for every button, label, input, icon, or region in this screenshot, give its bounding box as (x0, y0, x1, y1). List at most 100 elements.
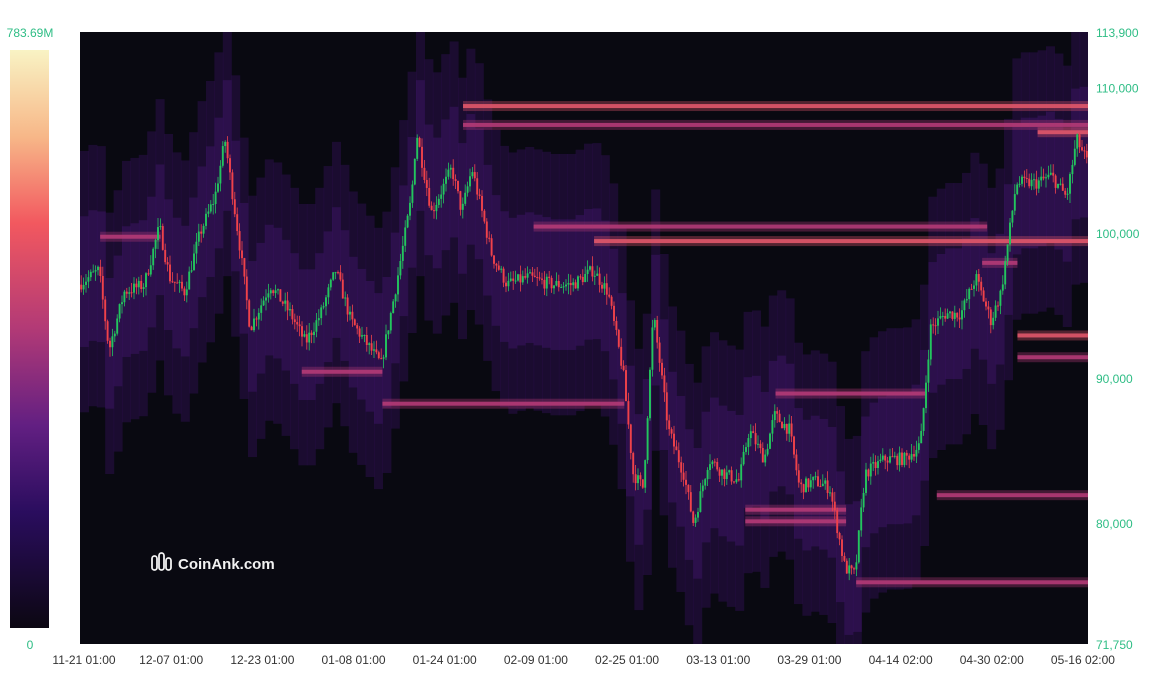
candle-body (490, 238, 493, 256)
candle-body (447, 169, 450, 177)
candle-body (557, 280, 560, 288)
candle-body (560, 287, 563, 289)
candle-body (130, 292, 133, 294)
candle-body (375, 349, 378, 353)
x-tick-label: 04-30 02:00 (960, 653, 1024, 667)
candle-body (673, 433, 675, 447)
candle-body (531, 272, 534, 276)
candle-body (713, 461, 716, 463)
candle-body (999, 290, 1002, 306)
candle-body (229, 158, 231, 173)
candle-body (982, 290, 985, 302)
candle-body (315, 320, 318, 332)
candle-body (476, 178, 479, 195)
candle-body (320, 307, 323, 319)
candle-body (812, 476, 815, 481)
candle-body (385, 334, 387, 358)
x-tick-label: 02-25 01:00 (595, 653, 659, 667)
candle-body (125, 291, 128, 294)
candle-body (185, 289, 188, 296)
candle-body (533, 275, 536, 278)
candle-body (341, 279, 344, 299)
candle-body (529, 272, 531, 274)
candle-body (464, 192, 467, 204)
candle-body (370, 343, 373, 351)
candle-body (865, 469, 867, 493)
candle-body (637, 475, 639, 484)
candle-body (404, 227, 407, 246)
candle-body (656, 320, 659, 343)
candle-body (1001, 284, 1004, 291)
candle-body (877, 461, 879, 469)
candle-body (862, 492, 865, 508)
candle-body (1040, 176, 1043, 181)
candle-body (233, 199, 236, 215)
candle-body (109, 340, 111, 348)
x-tick-label: 11-21 01:00 (52, 653, 115, 667)
candle-body (687, 484, 690, 493)
heatmap-glow-column (365, 281, 375, 412)
candle-body (250, 326, 253, 331)
candle-body (137, 280, 140, 288)
candle-body (797, 470, 800, 483)
candle-body (1059, 183, 1062, 185)
candle-body (361, 335, 363, 337)
candle-body (514, 280, 517, 282)
heatmap-glow-column (432, 137, 442, 269)
heatmap-glow-column (936, 253, 946, 385)
candle-body (394, 294, 397, 302)
candle-body (509, 278, 512, 281)
candle-body (915, 449, 918, 457)
candle-body (413, 158, 416, 185)
candle-body (442, 183, 445, 195)
candle-body (953, 312, 956, 319)
candle-body (526, 273, 529, 278)
x-axis: 11-21 01:00 12-07 01:00 12-23 01:00 01-08 0… (52, 653, 1115, 667)
candle-body (382, 357, 385, 359)
heatmap-glow-column (1020, 117, 1030, 249)
candle-body (380, 358, 383, 360)
candle-body (1018, 183, 1021, 185)
candle-body (855, 562, 858, 570)
heatmap-glow-column (214, 117, 224, 249)
liquidity-band (775, 391, 927, 396)
heatmap-glow-column (1079, 86, 1088, 218)
candle-body (219, 165, 222, 184)
candle-body (898, 452, 901, 466)
y-tick-label: 80,000 (1096, 517, 1133, 531)
candle-body (1037, 180, 1040, 189)
candle-body (188, 271, 191, 290)
candle-body (867, 469, 870, 477)
candle-body (805, 478, 807, 493)
candle-body (293, 319, 296, 323)
candle-body (992, 317, 995, 326)
candle-body (819, 486, 822, 488)
candle-body (603, 283, 606, 289)
candle-body (994, 305, 997, 318)
candle-body (212, 204, 215, 206)
candle-body (466, 186, 469, 193)
candle-body (1057, 183, 1059, 188)
candle-body (519, 274, 522, 283)
candle-body (788, 423, 791, 434)
candle-body (152, 248, 155, 266)
candle-body (425, 179, 428, 188)
y-axis: 113,900 71,750 110,000 100,000 90,000 80,00… (1096, 26, 1140, 652)
candle-body (260, 305, 263, 313)
candle-body (644, 460, 647, 488)
candle-body (761, 447, 764, 463)
candle-body (615, 321, 618, 330)
candle-body (961, 310, 963, 320)
candle-body (353, 319, 356, 326)
candle-body (389, 313, 392, 331)
candle-body (243, 258, 246, 277)
watermark-text: CoinAnk.com (178, 556, 275, 573)
candle-body (418, 137, 421, 147)
candle-body (176, 282, 179, 284)
candle-body (836, 510, 839, 534)
candle-body (853, 568, 855, 570)
candle-body (334, 272, 337, 274)
candle-body (332, 272, 335, 280)
candle-body (692, 511, 695, 523)
candle-body (459, 191, 462, 210)
